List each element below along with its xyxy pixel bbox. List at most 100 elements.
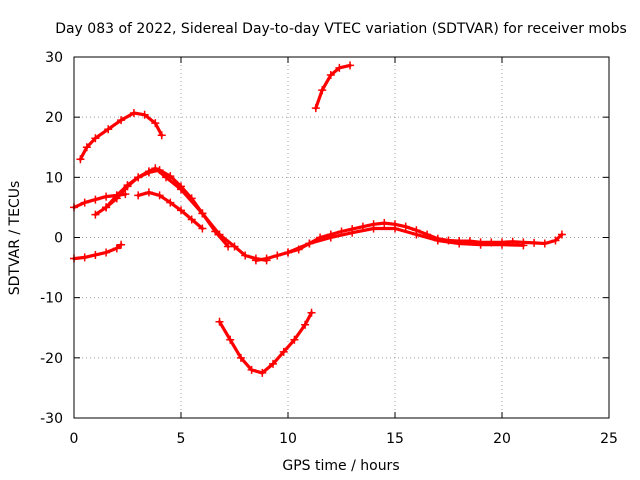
x-tick-label: 5 [177,431,186,447]
data-point [557,230,566,239]
data-point [455,239,464,248]
data-point [76,155,85,164]
data-point [380,219,389,228]
data-point [80,198,89,207]
data-point [311,104,320,113]
y-tick-label: -10 [40,291,63,307]
data-point [241,251,250,260]
data-point [498,240,506,249]
data-point [530,238,539,247]
data-point [166,172,175,181]
data-point [157,131,166,140]
data-point [140,110,149,119]
data-point [177,182,185,191]
data-point [198,209,207,218]
series-line [217,311,314,375]
data-point [326,233,335,242]
data-point [284,248,292,257]
data-point [91,250,100,259]
y-tick-label: -20 [40,351,63,367]
data-point [290,335,299,344]
data-point [540,239,549,248]
data-point [551,236,560,245]
y-tick-label: 10 [45,170,63,186]
data-point [198,224,207,233]
x-tick-label: 15 [386,431,404,447]
data-point [102,248,111,257]
data-point [258,368,267,377]
data-point [369,224,378,233]
grid [74,57,609,418]
data-point [123,182,132,191]
data-point [301,320,310,329]
series-arc-5 [134,188,207,233]
x-tick-label: 10 [279,431,297,447]
y-tick-label: -30 [40,411,63,427]
data-point [226,335,235,344]
data-point [433,236,442,245]
y-tick-label: 30 [45,50,63,66]
data-point [305,239,314,248]
series-line [314,63,352,110]
data-point [391,224,399,233]
data-point [102,192,111,201]
data-point [91,210,100,219]
data-point [187,215,196,224]
data-point [155,191,164,200]
data-point [91,195,100,204]
data-point [335,63,344,72]
series-line [104,168,230,249]
data-point [166,198,175,207]
data-point [251,256,260,265]
data-point [412,230,421,239]
data-point [112,194,121,203]
data-point [102,203,111,212]
data-point [269,359,278,368]
data-point [155,166,164,175]
y-tick-label: 20 [45,110,63,126]
data-point [476,240,485,249]
x-tick-label: 20 [493,431,511,447]
tick-labels: 0 5 10 15 20 25 -30 -20 -10 0 10 20 30 [40,50,618,447]
data-point [348,228,357,237]
series-arc-9 [251,219,566,265]
data-point [224,242,233,251]
data-point [262,254,271,263]
x-tick-label: 25 [600,431,618,447]
series-line [286,226,526,255]
data-point [326,71,335,80]
series-arc-8 [311,61,355,113]
data-point [187,194,196,203]
data-point [401,222,410,231]
series-arc-1 [76,108,166,164]
data-point [82,143,91,152]
series-layer [70,61,566,377]
data-point [273,251,282,260]
data-point [236,353,245,362]
data-point [279,347,288,356]
data-point [519,241,528,250]
series-arc-4 [102,166,233,251]
data-point [117,116,126,125]
data-point [318,86,327,95]
series-arc-10 [284,224,528,257]
data-point [129,108,138,117]
data-point [112,244,121,253]
chart-title: Day 083 of 2022, Sidereal Day-to-day VTE… [55,21,627,37]
data-point [247,365,256,374]
data-point [104,125,113,134]
series-line [72,243,123,261]
data-point [91,134,100,143]
data-point [117,240,126,249]
x-axis-label: GPS time / hours [282,458,399,474]
y-axis-label: SDTVAR / TECUs [7,181,23,296]
x-tick-label: 0 [70,431,79,447]
data-point [144,168,153,177]
series-arc-6 [70,240,126,263]
data-point [215,317,224,326]
series-arc-7 [215,308,316,377]
data-point [177,206,185,215]
data-point [151,119,160,128]
data-point [307,308,316,317]
